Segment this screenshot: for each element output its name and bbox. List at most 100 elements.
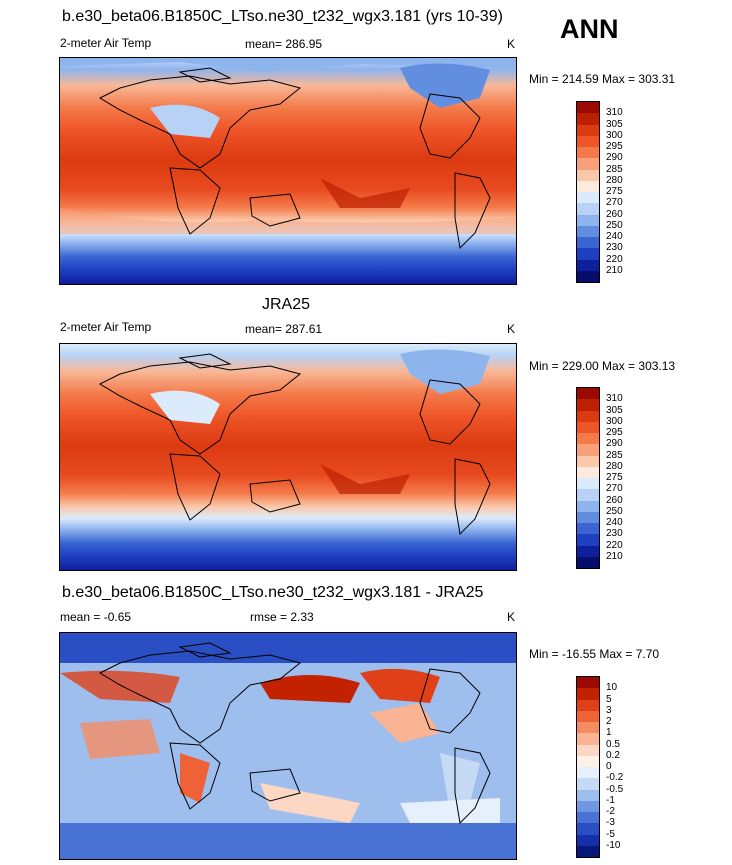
colorbar-level-label: 295 [606, 427, 623, 438]
panel2-map-graphic [60, 344, 516, 570]
colorbar-swatch [577, 478, 599, 490]
colorbar-swatch [577, 388, 599, 400]
colorbar-swatch [577, 421, 599, 433]
panel1-map-graphic [60, 58, 516, 284]
colorbar-level-label: 240 [606, 231, 623, 242]
colorbar-level-label: 285 [606, 449, 623, 461]
colorbar-swatch [577, 399, 599, 411]
panel2-minmax: Min = 229.00 Max = 303.13 [529, 359, 676, 373]
colorbar-level-label: 300 [606, 415, 623, 427]
colorbar-level-label: 270 [606, 197, 623, 209]
colorbar-level-label: 305 [606, 118, 623, 130]
colorbar-level-label: 300 [606, 129, 623, 141]
colorbar-swatch [577, 444, 599, 456]
colorbar-swatch [577, 545, 599, 557]
panel3-difference-map [59, 632, 517, 860]
panel3-mean-label: mean = -0.65 [60, 610, 132, 624]
colorbar-level-label: 285 [606, 163, 623, 175]
panel2-unit-label: K [507, 322, 516, 336]
colorbar-level-label: 10 [606, 682, 618, 694]
colorbar-level-label: 250 [606, 219, 623, 231]
panel1-unit-label: K [507, 37, 516, 51]
colorbar-swatch [577, 845, 599, 857]
panel1-temperature-map [59, 57, 517, 285]
colorbar-level-label: 230 [606, 528, 623, 540]
colorbar-level-label: 260 [606, 494, 623, 506]
colorbar-swatch [577, 812, 599, 824]
colorbar-swatch [577, 710, 599, 722]
colorbar-level-label: 275 [606, 472, 623, 483]
colorbar-level-label: -3 [606, 817, 615, 829]
colorbar-level-label: 270 [606, 483, 623, 495]
colorbar-swatch [577, 500, 599, 512]
colorbar-swatch [577, 823, 599, 835]
colorbar-level-label: 310 [606, 107, 623, 119]
colorbar-swatch [577, 147, 599, 159]
colorbar-level-label: 280 [606, 460, 623, 472]
colorbar-swatch [577, 192, 599, 204]
colorbar-swatch [577, 789, 599, 801]
colorbar-level-label: 210 [606, 550, 623, 562]
colorbar-level-label: 220 [606, 253, 623, 265]
panel3-minmax: Min = -16.55 Max = 7.70 [529, 647, 660, 661]
colorbar-swatch [577, 556, 599, 568]
panel2-variable-label: 2-meter Air Temp [60, 320, 152, 334]
colorbar-swatch [577, 113, 599, 125]
colorbar-level-label: 0.5 [606, 738, 620, 750]
colorbar-swatch [577, 225, 599, 237]
colorbar-level-label: 305 [606, 404, 623, 416]
colorbar-swatch [577, 433, 599, 445]
colorbar-swatch [577, 135, 599, 147]
colorbar-swatch [577, 534, 599, 546]
panel1-colorbar: 310 305 300 295 290 285 280 275 270 260 250 240 230 2… [576, 101, 623, 283]
season-label: ANN [560, 14, 619, 44]
colorbar-swatch [577, 699, 599, 711]
colorbar-level-label: 2 [606, 716, 612, 727]
colorbar-level-label: -2 [606, 806, 615, 817]
panel1-minmax: Min = 214.59 Max = 303.31 [529, 72, 676, 86]
panel1-variable-label: 2-meter Air Temp [60, 36, 152, 50]
colorbar-level-label: 0 [606, 761, 612, 772]
colorbar-swatch [577, 733, 599, 745]
panel1-mean-label: mean= 286.95 [245, 37, 323, 51]
colorbar-swatch [577, 248, 599, 260]
colorbar-level-label: 290 [606, 438, 623, 450]
colorbar-swatch [577, 523, 599, 535]
colorbar-level-label: 240 [606, 517, 623, 528]
panel3-map-graphic [60, 633, 516, 859]
colorbar-swatch [577, 755, 599, 767]
panel1-title: b.e30_beta06.B1850C_LTso.ne30_t232_wgx3.… [62, 8, 503, 25]
colorbar-swatch [577, 489, 599, 501]
colorbar-swatch [577, 511, 599, 523]
panel2-title: JRA25 [262, 296, 311, 313]
colorbar-swatch [577, 270, 599, 282]
panel3-colorbar: 10 5 3 2 1 0.5 0.2 0 -0.2 -0.5 -1 -2 -3 -5 -10 [576, 676, 623, 858]
colorbar-swatch [577, 259, 599, 271]
colorbar-swatch [577, 124, 599, 136]
colorbar-level-label: 260 [606, 208, 623, 220]
colorbar-level-label: -5 [606, 828, 615, 840]
colorbar-swatch [577, 688, 599, 700]
colorbar-level-label: 210 [606, 264, 623, 276]
colorbar-swatch [577, 767, 599, 779]
colorbar-swatch [577, 455, 599, 467]
colorbar-level-label: 0.2 [606, 749, 620, 761]
colorbar-level-label: 1 [606, 727, 612, 739]
colorbar-swatch [577, 169, 599, 181]
colorbar-level-label: -0.5 [606, 783, 624, 795]
panel3-rmse-label: rmse = 2.33 [250, 610, 314, 624]
panel2-temperature-map [59, 343, 517, 571]
colorbar-level-label: -10 [606, 839, 621, 851]
panel2-mean-label: mean= 287.61 [245, 322, 323, 336]
colorbar-swatch [577, 237, 599, 249]
colorbar-level-label: 310 [606, 393, 623, 405]
colorbar-level-label: -0.2 [606, 772, 624, 784]
colorbar-level-label: 220 [606, 539, 623, 551]
colorbar-swatch [577, 778, 599, 790]
colorbar-level-label: 250 [606, 505, 623, 517]
panel3-title: b.e30_beta06.B1850C_LTso.ne30_t232_wgx3.… [62, 584, 484, 601]
colorbar-swatch [577, 102, 599, 114]
colorbar-swatch [577, 203, 599, 215]
colorbar-swatch [577, 180, 599, 192]
colorbar-level-label: 3 [606, 704, 612, 716]
